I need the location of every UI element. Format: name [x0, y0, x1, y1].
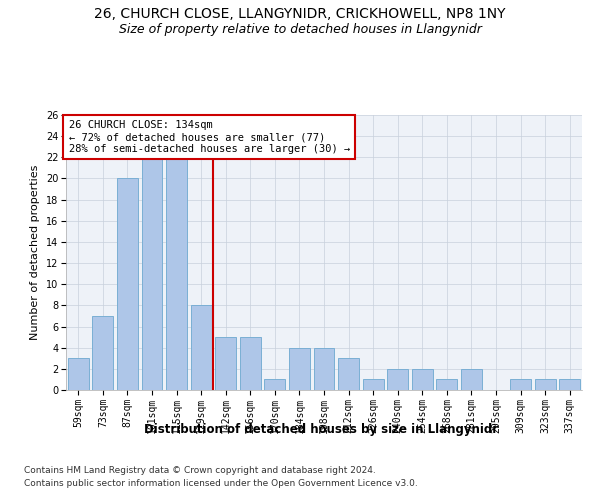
Bar — [314, 348, 334, 390]
Bar — [461, 369, 482, 390]
Bar — [412, 369, 433, 390]
Bar — [215, 337, 236, 390]
Bar — [436, 380, 457, 390]
Text: Distribution of detached houses by size in Llangynidr: Distribution of detached houses by size … — [144, 422, 498, 436]
Bar — [265, 380, 286, 390]
Text: 26 CHURCH CLOSE: 134sqm
← 72% of detached houses are smaller (77)
28% of semi-de: 26 CHURCH CLOSE: 134sqm ← 72% of detache… — [68, 120, 350, 154]
Bar — [510, 380, 531, 390]
Text: Size of property relative to detached houses in Llangynidr: Size of property relative to detached ho… — [119, 22, 481, 36]
Text: Contains public sector information licensed under the Open Government Licence v3: Contains public sector information licen… — [24, 479, 418, 488]
Bar — [117, 178, 138, 390]
Bar — [338, 358, 359, 390]
Bar — [559, 380, 580, 390]
Bar — [362, 380, 383, 390]
Y-axis label: Number of detached properties: Number of detached properties — [31, 165, 40, 340]
Bar — [387, 369, 408, 390]
Bar — [191, 306, 212, 390]
Bar — [166, 158, 187, 390]
Text: 26, CHURCH CLOSE, LLANGYNIDR, CRICKHOWELL, NP8 1NY: 26, CHURCH CLOSE, LLANGYNIDR, CRICKHOWEL… — [94, 8, 506, 22]
Bar — [240, 337, 261, 390]
Bar — [289, 348, 310, 390]
Bar — [68, 358, 89, 390]
Bar — [142, 158, 163, 390]
Text: Contains HM Land Registry data © Crown copyright and database right 2024.: Contains HM Land Registry data © Crown c… — [24, 466, 376, 475]
Bar — [535, 380, 556, 390]
Bar — [92, 316, 113, 390]
